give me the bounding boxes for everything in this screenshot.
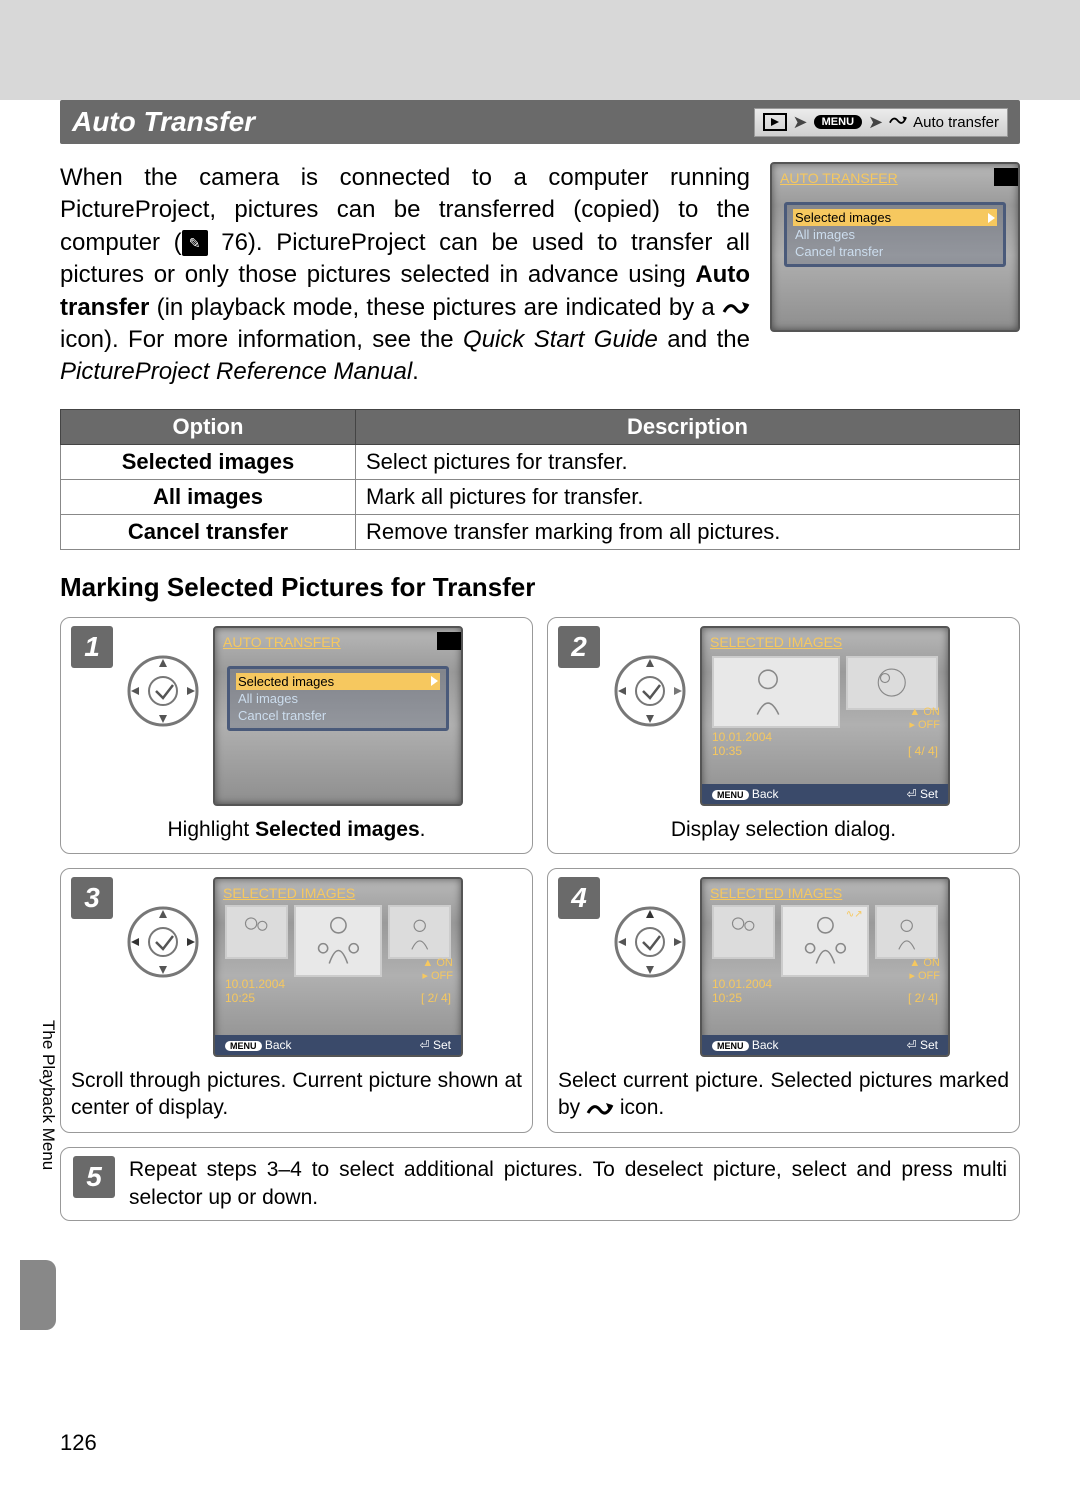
dpad-icon	[123, 646, 203, 736]
transfer-mark-icon: ∿↗	[846, 909, 863, 920]
dpad-icon	[123, 897, 203, 987]
step-caption: Repeat steps 3–4 to select additional pi…	[129, 1156, 1007, 1213]
step-caption: Scroll through pictures. Current picture…	[71, 1067, 522, 1122]
lcd-date: 10.01.2004	[712, 977, 772, 991]
step-number: 4	[558, 877, 600, 919]
lcd-date: 10.01.2004	[225, 977, 285, 991]
lcd-title: SELECTED IMAGES	[702, 628, 948, 652]
thumbnail	[388, 905, 451, 959]
arrow-icon: ➤	[793, 112, 808, 133]
transfer-icon	[586, 1096, 614, 1119]
menu-badge: MENU	[814, 115, 862, 129]
lcd-title: AUTO TRANSFER	[772, 164, 1018, 188]
table-row: Cancel transferRemove transfer marking f…	[61, 514, 1020, 549]
table-header: Description	[355, 409, 1019, 444]
intro-paragraph: When the camera is connected to a comput…	[60, 162, 750, 389]
sidebar-label: The Playback Menu	[38, 1020, 58, 1170]
sidebar-tab	[20, 1260, 56, 1330]
lcd-menu-item: Selected images	[793, 209, 997, 226]
step-caption: Select current picture. Selected picture…	[558, 1067, 1009, 1122]
intro-text: icon). For more information, see the	[60, 326, 463, 353]
step-number: 1	[71, 626, 113, 668]
play-icon	[763, 113, 787, 131]
lcd-title: SELECTED IMAGES	[215, 879, 461, 903]
thumbnail	[846, 656, 938, 710]
intro-text: (in playback mode, these pictures are in…	[149, 294, 722, 321]
table-header: Option	[61, 409, 356, 444]
intro-text: .	[412, 358, 419, 385]
step-3: 3 SELECTED IMAGES ▲ ON ▸ OF	[60, 868, 533, 1133]
step-caption: Display selection dialog.	[558, 816, 1009, 843]
lcd-menu-item: Cancel transfer	[236, 707, 440, 724]
transfer-icon	[889, 113, 907, 132]
intro-text: and the	[658, 326, 750, 353]
top-banner	[0, 0, 1080, 100]
step-number: 2	[558, 626, 600, 668]
main-lcd-screenshot: AUTO TRANSFER Selected images All images…	[770, 162, 1020, 332]
step-5: 5 Repeat steps 3–4 to select additional …	[60, 1147, 1020, 1222]
page-number: 126	[60, 1430, 97, 1456]
breadcrumb-label: Auto transfer	[913, 114, 999, 131]
thumbnail	[875, 905, 938, 959]
transfer-icon	[722, 294, 750, 321]
section-title: Auto Transfer	[72, 106, 255, 138]
on-indicator: ▲ ON	[909, 706, 940, 718]
intro-em: Quick Start Guide	[463, 326, 658, 353]
off-indicator: ▸ OFF	[909, 718, 940, 731]
thumbnail	[294, 905, 381, 977]
breadcrumb: ➤ MENU ➤ Auto transfer	[754, 108, 1008, 137]
step-1: 1 AUTO TRANSFER Selected images All imag…	[60, 617, 533, 854]
step-2: 2 SELECTED IMAGES ▲ ON ▸ OFF	[547, 617, 1020, 854]
dpad-icon	[610, 646, 690, 736]
table-row: Selected imagesSelect pictures for trans…	[61, 444, 1020, 479]
page-ref-icon: ✎	[182, 230, 208, 256]
lcd-menu-item: Cancel transfer	[793, 243, 997, 260]
options-table: Option Description Selected imagesSelect…	[60, 409, 1020, 550]
lcd-menu-item: All images	[793, 226, 997, 243]
thumbnail	[712, 905, 775, 959]
lcd-menu-item: All images	[236, 690, 440, 707]
lcd-menu-item: Selected images	[236, 673, 440, 690]
lcd-time: 10:25	[225, 991, 255, 1005]
lcd-time: 10:25	[712, 991, 742, 1005]
lcd-date: 10.01.2004	[712, 730, 772, 744]
table-row: All imagesMark all pictures for transfer…	[61, 479, 1020, 514]
lcd-title: SELECTED IMAGES	[702, 879, 948, 903]
step-caption: Highlight Selected images.	[71, 816, 522, 843]
section-header: Auto Transfer ➤ MENU ➤ Auto transfer	[60, 100, 1020, 144]
thumbnail: ∿↗	[781, 905, 868, 977]
intro-em: PictureProject Reference Manual	[60, 358, 412, 385]
subheading: Marking Selected Pictures for Transfer	[60, 572, 1020, 603]
thumbnail	[712, 656, 840, 728]
step-number: 3	[71, 877, 113, 919]
lcd-time: 10:35	[712, 744, 742, 758]
lcd-title: AUTO TRANSFER	[215, 628, 461, 652]
step-number: 5	[73, 1156, 115, 1198]
step-4: 4 SELECTED IMAGES ∿↗	[547, 868, 1020, 1133]
lcd-menu: Selected images All images Cancel transf…	[784, 202, 1006, 267]
thumbnail	[225, 905, 288, 959]
arrow-icon: ➤	[868, 112, 883, 133]
dpad-icon	[610, 897, 690, 987]
